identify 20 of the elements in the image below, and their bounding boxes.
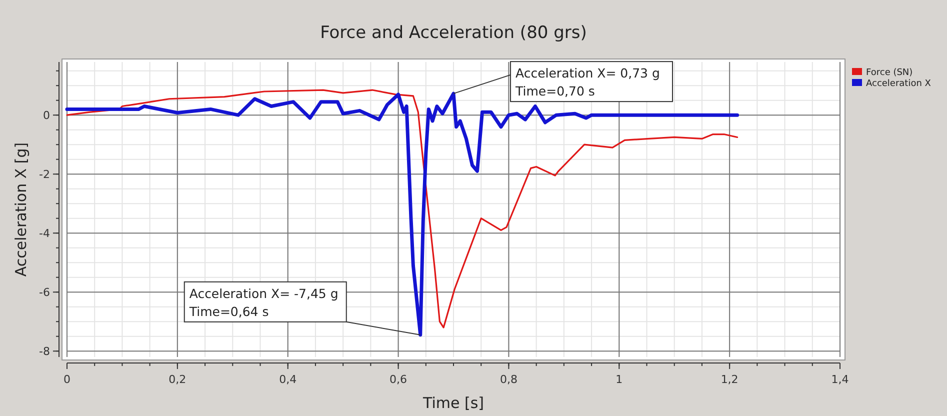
y-tick-label: -4 xyxy=(39,227,50,240)
x-tick-label: 1,4 xyxy=(831,373,849,386)
x-tick-label: 1,2 xyxy=(720,373,738,386)
chart-title: Force and Acceleration (80 grs) xyxy=(320,23,587,43)
x-tick-label: 0,2 xyxy=(168,373,186,386)
x-tick-label: 0,8 xyxy=(500,373,518,386)
legend-label: Acceleration X xyxy=(866,79,931,89)
y-tick-label: 0 xyxy=(43,109,50,122)
y-tick-label: -2 xyxy=(39,168,50,182)
y-axis-title: Acceleration X [g] xyxy=(12,142,30,277)
x-tick-label: 1 xyxy=(616,373,623,386)
x-axis-title: Time [s] xyxy=(422,394,484,412)
annotation: Acceleration X= -7,45 g Time=0,64 s xyxy=(188,286,338,319)
x-tick-label: 0,4 xyxy=(279,373,297,386)
y-tick-label: -8 xyxy=(39,345,50,358)
annotation: Acceleration X= 0,73 g Time=0,70 s xyxy=(514,66,660,99)
x-tick-label: 0 xyxy=(64,373,70,386)
y-tick-label: -6 xyxy=(39,286,50,300)
x-tick-label: 0,6 xyxy=(390,373,408,386)
legend-label: Force (SN) xyxy=(866,68,913,78)
